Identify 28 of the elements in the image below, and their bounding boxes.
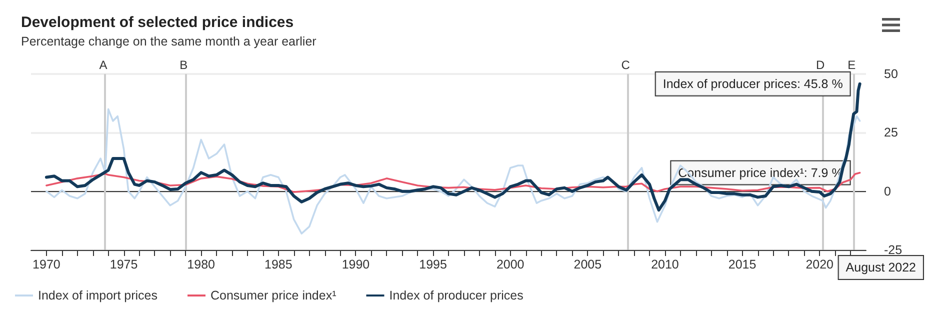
x-tick-label: 1975 — [110, 258, 138, 272]
x-tick-label: 2020 — [806, 258, 834, 272]
x-tick-label: 1970 — [32, 258, 60, 272]
x-tick-label: 1995 — [419, 258, 447, 272]
x-tick-label: 2010 — [651, 258, 679, 272]
x-tick-label: 1980 — [187, 258, 216, 272]
line-series — [46, 108, 861, 234]
annotation: Index of producer prices: 45.8 % — [662, 76, 843, 91]
x-tick-label: 2000 — [496, 258, 524, 272]
ref-line-label: E — [848, 58, 856, 72]
chart-title: Development of selected price indices — [21, 14, 294, 31]
ref-line-label: B — [180, 58, 188, 72]
x-tick-label: 2015 — [728, 258, 756, 272]
ref-line-label: C — [621, 58, 630, 72]
x-tick-label: 2005 — [574, 258, 602, 272]
x-tick-label: 1990 — [342, 258, 370, 272]
y-tick-label: 0 — [884, 184, 891, 198]
legend-label: Index of producer prices — [389, 288, 524, 302]
y-tick-label: 50 — [884, 67, 898, 81]
x-tick-label: 1985 — [264, 258, 292, 272]
ref-line-label: D — [816, 58, 826, 72]
ref-line-label: A — [99, 58, 108, 72]
legend-label: Index of import prices — [38, 288, 158, 302]
y-tick-label: -25 — [884, 243, 902, 257]
chart-subtitle: Percentage change on the same month a year earlier — [21, 34, 316, 48]
y-tick-label: 25 — [884, 126, 898, 140]
text: August 2022 — [846, 260, 916, 274]
legend-label: Consumer price index¹ — [210, 288, 336, 302]
